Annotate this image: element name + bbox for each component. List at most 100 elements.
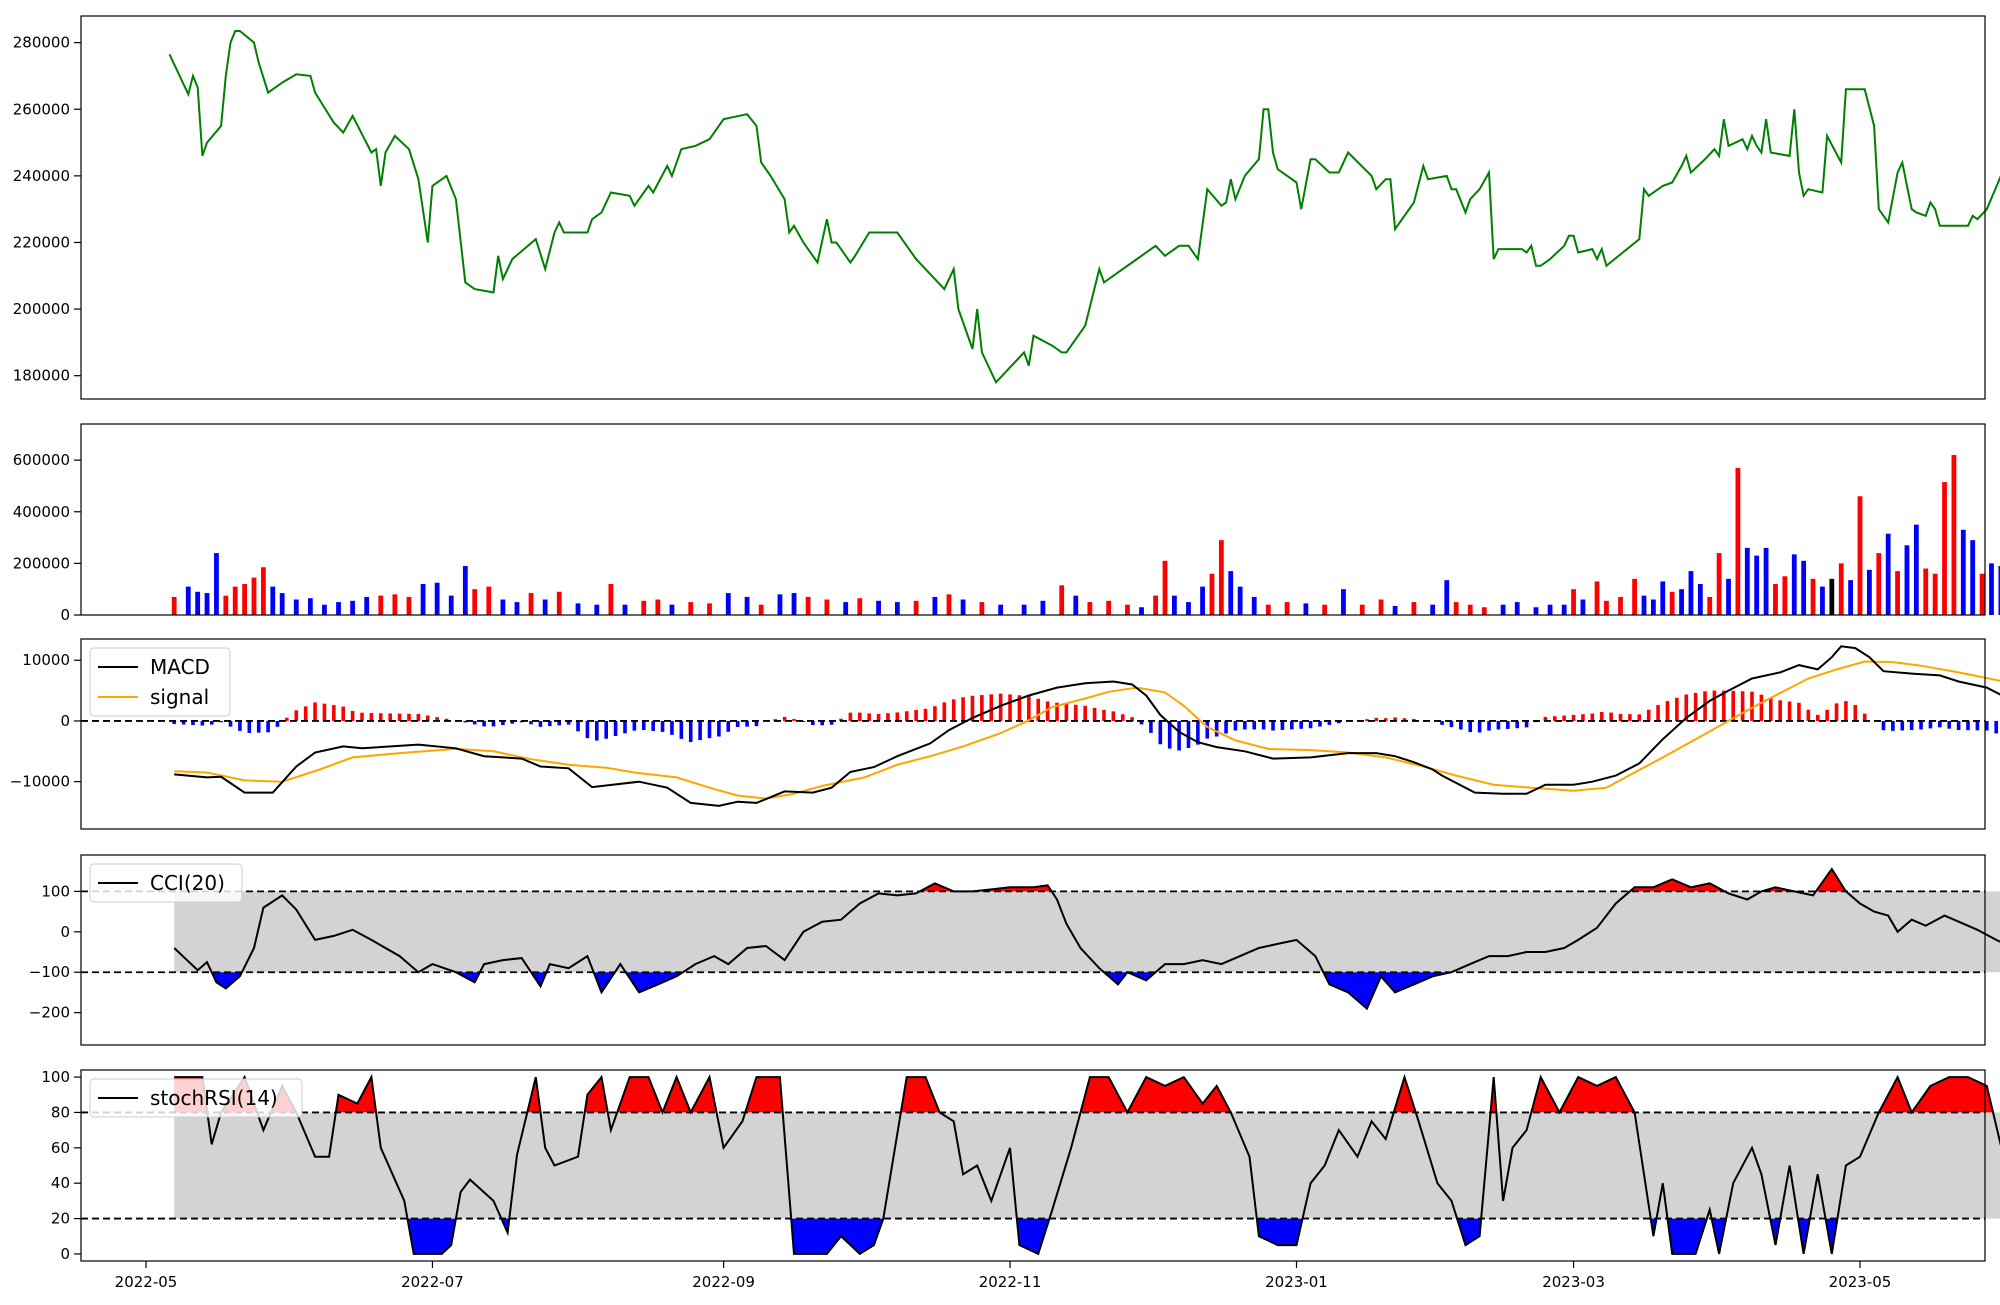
volume-bar	[641, 601, 646, 615]
volume-bar	[1689, 571, 1694, 615]
legend-label: MACD	[150, 655, 210, 679]
macd-histogram-bar	[1309, 721, 1313, 728]
macd-histogram-bar	[877, 714, 881, 721]
macd-histogram-bar	[1497, 721, 1501, 730]
y-tick-label: −200	[29, 1004, 70, 1022]
volume-bar	[1125, 605, 1130, 615]
x-tick-label: 2022-11	[979, 1273, 1042, 1291]
macd-histogram-bar	[914, 710, 918, 721]
y-tick-label: 200000	[13, 554, 70, 572]
volume-bar	[1989, 563, 1994, 615]
volume-bar	[1801, 561, 1806, 615]
volume-bar	[1210, 574, 1215, 615]
volume-bar	[1172, 596, 1177, 615]
macd-histogram-bar	[379, 713, 383, 721]
volume-bar	[726, 593, 731, 615]
volume-bar	[172, 597, 177, 615]
volume-bar	[557, 592, 562, 615]
macd-histogram-bar	[952, 699, 956, 721]
volume-bar	[576, 603, 581, 615]
macd-histogram-bar	[1609, 713, 1613, 721]
volume-bar	[895, 602, 900, 615]
macd-histogram-bar	[1647, 710, 1651, 721]
volume-bar	[486, 587, 491, 615]
volume-bar	[214, 553, 219, 615]
volume-bar	[1285, 602, 1290, 615]
volume-bar	[1698, 584, 1703, 615]
macd-histogram-bar	[651, 721, 655, 731]
macd-histogram-bar	[1375, 718, 1379, 721]
macd-histogram-bar	[1290, 721, 1294, 729]
volume-bar	[1632, 579, 1637, 615]
volume-bar	[1041, 601, 1046, 615]
volume-bar	[1238, 587, 1243, 615]
volume-bar	[1679, 589, 1684, 615]
macd-histogram-bar	[1741, 691, 1745, 721]
volume-bar	[1952, 455, 1957, 615]
macd-histogram-bar	[1008, 694, 1012, 721]
volume-bar	[655, 600, 660, 615]
volume-bar	[1571, 589, 1576, 615]
volume-bar	[186, 587, 191, 615]
macd-histogram-bar	[1487, 721, 1491, 731]
macd-histogram-bar	[1694, 693, 1698, 721]
macd-histogram-bar	[1769, 697, 1773, 720]
volume-bar	[1717, 553, 1722, 615]
volume-bar	[1228, 571, 1233, 615]
macd-histogram-bar	[1215, 721, 1219, 737]
volume-bar	[806, 597, 811, 615]
volume-bar	[792, 593, 797, 615]
macd-histogram-bar	[661, 721, 665, 732]
volume-bar	[543, 600, 548, 615]
volume-bar	[1905, 545, 1910, 615]
y-tick-label: 280000	[13, 34, 70, 52]
macd-histogram-bar	[473, 721, 477, 724]
volume-bar	[825, 600, 830, 615]
macd-histogram-bar	[1656, 705, 1660, 721]
y-tick-label: −10000	[10, 773, 70, 791]
macd-histogram-bar	[351, 711, 355, 721]
y-tick-label: 180000	[13, 367, 70, 385]
volume-bar	[979, 602, 984, 615]
y-tick-label: 80	[51, 1103, 70, 1121]
volume-bar	[1642, 596, 1647, 615]
macd-histogram-bar	[1121, 714, 1125, 721]
macd-histogram-bar	[313, 702, 317, 721]
macd-histogram-bar	[867, 713, 871, 721]
volume-bar	[270, 587, 275, 615]
y-tick-label: 100	[41, 882, 70, 900]
volume-bar	[1393, 606, 1398, 615]
volume-bar	[1252, 597, 1257, 615]
macd-histogram-bar	[689, 721, 693, 742]
volume-bar	[1782, 576, 1787, 615]
volume-bar	[857, 598, 862, 615]
volume-bar	[294, 600, 299, 615]
volume-bar	[1139, 607, 1144, 615]
macd-histogram-bar	[1788, 702, 1792, 721]
volume-bar	[1914, 525, 1919, 615]
y-tick-label: 200000	[13, 300, 70, 318]
volume-bar	[608, 584, 613, 615]
macd-histogram-bar	[1994, 721, 1998, 733]
macd-histogram-bar	[1637, 714, 1641, 721]
macd-histogram-bar	[1957, 721, 1961, 730]
volume-bar	[1360, 605, 1365, 615]
macd-histogram-bar	[1506, 721, 1510, 729]
macd-histogram-bar	[1581, 714, 1585, 721]
x-tick-label: 2023-01	[1265, 1273, 1328, 1291]
macd-histogram-bar	[539, 721, 543, 727]
macd-histogram-bar	[980, 695, 984, 721]
macd-histogram-bar	[294, 710, 298, 721]
volume-bar	[1303, 603, 1308, 615]
macd-histogram-bar	[1262, 721, 1266, 729]
macd-histogram-bar	[1731, 691, 1735, 721]
macd-histogram-bar	[1947, 721, 1951, 729]
y-tick-label: 600000	[13, 451, 70, 469]
volume-bar	[1059, 585, 1064, 615]
volume-bar	[778, 594, 783, 615]
macd-histogram-bar	[276, 721, 280, 727]
macd-histogram-bar	[1666, 701, 1670, 721]
macd-histogram-bar	[1825, 710, 1829, 721]
volume-bar	[707, 603, 712, 615]
